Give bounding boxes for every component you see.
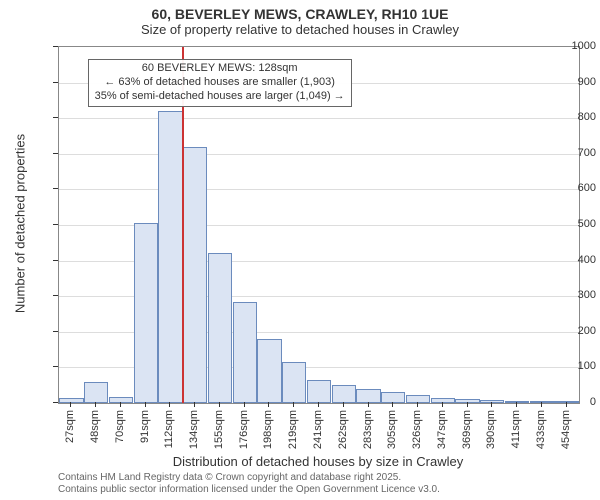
y-tick-label: 500	[546, 218, 596, 230]
histogram-bar	[307, 380, 331, 403]
y-tick-label: 1000	[546, 40, 596, 52]
histogram-bar	[109, 397, 133, 403]
y-tick-mark	[53, 188, 58, 189]
y-tick-label: 0	[546, 396, 596, 408]
x-tick-mark	[244, 402, 245, 407]
histogram-bar	[84, 382, 108, 403]
footnote-1: Contains HM Land Registry data © Crown c…	[58, 472, 401, 483]
y-tick-mark	[53, 117, 58, 118]
chart-title-block: 60, BEVERLEY MEWS, CRAWLEY, RH10 1UE Siz…	[0, 6, 600, 37]
chart-title-sub: Size of property relative to detached ho…	[0, 22, 600, 37]
y-tick-label: 300	[546, 289, 596, 301]
histogram-bar	[183, 147, 207, 403]
x-tick-mark	[566, 402, 567, 407]
x-tick-mark	[219, 402, 220, 407]
histogram-bar	[332, 385, 356, 403]
x-tick-label: 176sqm	[238, 410, 250, 449]
x-tick-label: 134sqm	[188, 410, 200, 449]
x-tick-label: 390sqm	[485, 410, 497, 449]
x-tick-mark	[169, 402, 170, 407]
chart-title-main: 60, BEVERLEY MEWS, CRAWLEY, RH10 1UE	[0, 6, 600, 22]
x-axis-label: Distribution of detached houses by size …	[58, 454, 578, 469]
x-tick-mark	[392, 402, 393, 407]
x-tick-label: 219sqm	[287, 410, 299, 449]
x-tick-mark	[491, 402, 492, 407]
x-tick-label: 91sqm	[139, 410, 151, 443]
annotation-line: 60 BEVERLEY MEWS: 128sqm	[95, 62, 345, 76]
x-tick-label: 241sqm	[312, 410, 324, 449]
x-tick-mark	[194, 402, 195, 407]
histogram-bar	[208, 253, 232, 403]
annotation-box: 60 BEVERLEY MEWS: 128sqm← 63% of detache…	[88, 59, 352, 106]
y-axis-label: Number of detached properties	[13, 124, 28, 324]
y-tick-label: 600	[546, 182, 596, 194]
y-tick-label: 200	[546, 325, 596, 337]
histogram-bar	[455, 399, 479, 403]
y-tick-mark	[53, 295, 58, 296]
y-tick-label: 700	[546, 147, 596, 159]
x-tick-mark	[268, 402, 269, 407]
x-tick-label: 454sqm	[560, 410, 572, 449]
gridline	[59, 189, 579, 190]
annotation-line: ← 63% of detached houses are smaller (1,…	[95, 76, 345, 90]
x-tick-label: 305sqm	[386, 410, 398, 449]
x-tick-mark	[541, 402, 542, 407]
x-tick-label: 27sqm	[64, 410, 76, 443]
y-tick-label: 800	[546, 111, 596, 123]
x-tick-mark	[442, 402, 443, 407]
x-tick-label: 48sqm	[89, 410, 101, 443]
x-tick-mark	[318, 402, 319, 407]
y-tick-mark	[53, 82, 58, 83]
histogram-bar	[158, 111, 182, 403]
y-tick-label: 100	[546, 360, 596, 372]
y-tick-mark	[53, 224, 58, 225]
y-tick-mark	[53, 366, 58, 367]
y-tick-mark	[53, 402, 58, 403]
histogram-bar	[233, 302, 257, 403]
x-tick-label: 369sqm	[461, 410, 473, 449]
y-tick-label: 400	[546, 254, 596, 266]
plot-area: 60 BEVERLEY MEWS: 128sqm← 63% of detache…	[58, 46, 580, 404]
gridline	[59, 154, 579, 155]
x-tick-label: 70sqm	[114, 410, 126, 443]
x-tick-mark	[95, 402, 96, 407]
x-tick-mark	[368, 402, 369, 407]
x-tick-label: 155sqm	[213, 410, 225, 449]
x-tick-mark	[70, 402, 71, 407]
y-tick-mark	[53, 153, 58, 154]
histogram-bar	[356, 389, 380, 403]
y-tick-mark	[53, 260, 58, 261]
x-tick-mark	[516, 402, 517, 407]
x-tick-mark	[343, 402, 344, 407]
histogram-bar	[257, 339, 281, 403]
histogram-bar	[431, 398, 455, 403]
histogram-bar	[282, 362, 306, 403]
histogram-bar	[134, 223, 158, 403]
annotation-line: 35% of semi-detached houses are larger (…	[95, 90, 345, 104]
x-tick-label: 326sqm	[411, 410, 423, 449]
x-tick-label: 347sqm	[436, 410, 448, 449]
x-tick-mark	[120, 402, 121, 407]
x-tick-mark	[467, 402, 468, 407]
x-tick-label: 112sqm	[163, 410, 175, 448]
y-tick-mark	[53, 331, 58, 332]
x-tick-label: 283sqm	[362, 410, 374, 449]
y-tick-label: 900	[546, 76, 596, 88]
x-tick-label: 262sqm	[337, 410, 349, 449]
x-tick-mark	[145, 402, 146, 407]
gridline	[59, 118, 579, 119]
x-tick-label: 411sqm	[510, 410, 522, 448]
x-tick-label: 198sqm	[262, 410, 274, 449]
x-tick-mark	[417, 402, 418, 407]
x-tick-mark	[293, 402, 294, 407]
y-tick-mark	[53, 46, 58, 47]
footnote-2: Contains public sector information licen…	[58, 484, 440, 495]
x-tick-label: 433sqm	[535, 410, 547, 449]
